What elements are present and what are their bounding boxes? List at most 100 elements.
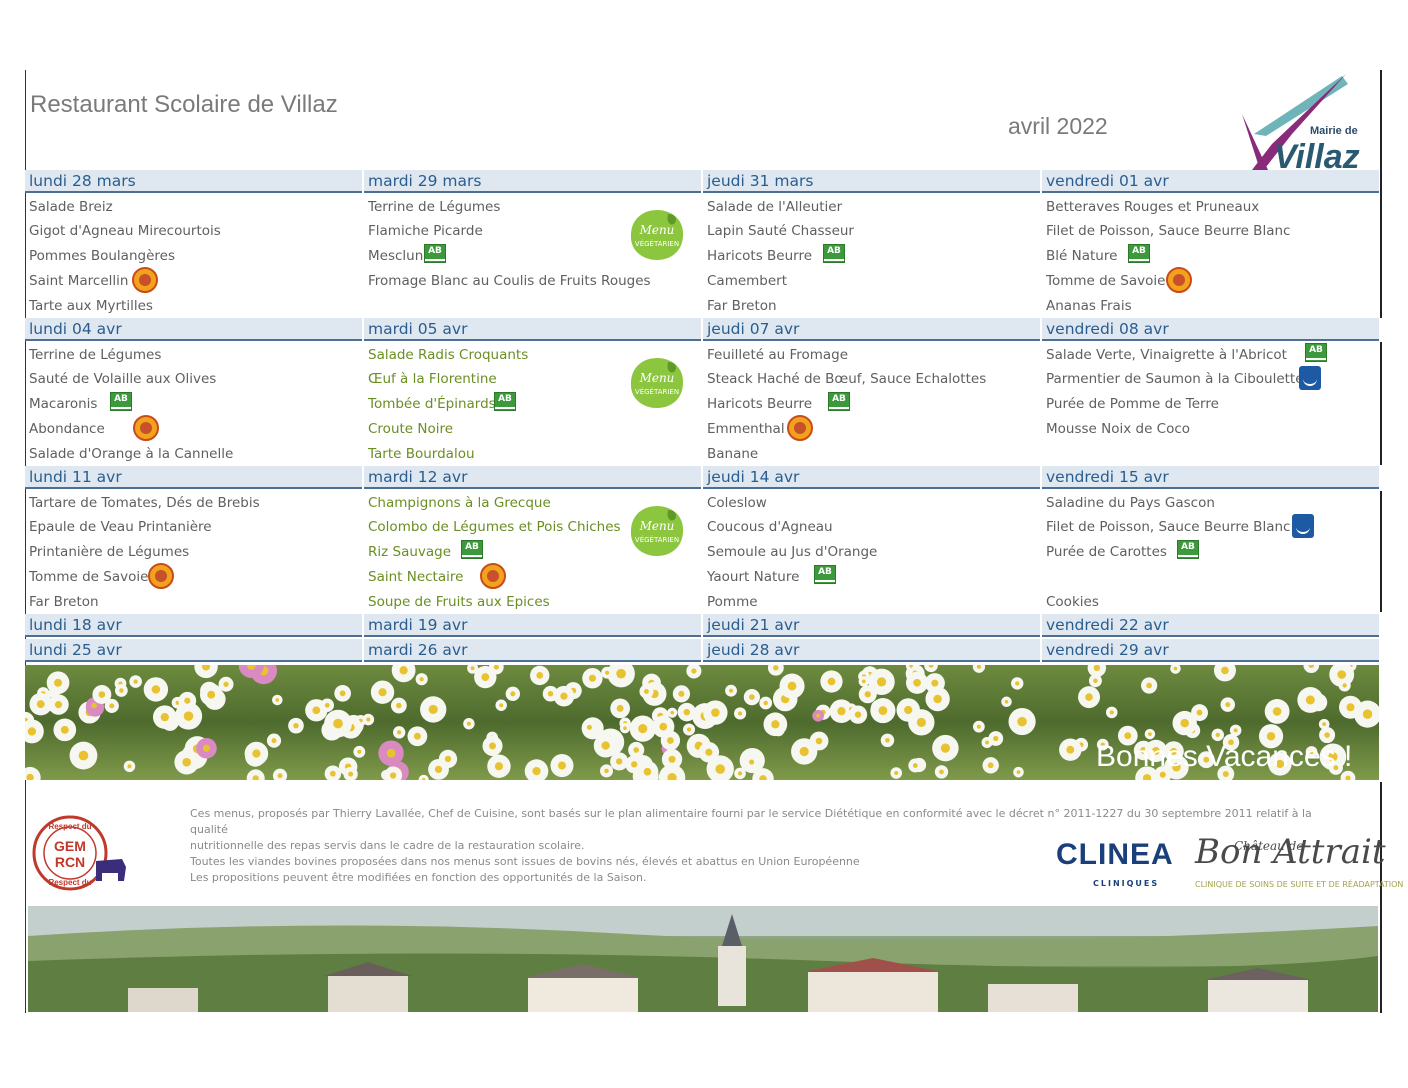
svg-text:Villaz: Villaz bbox=[1274, 138, 1360, 176]
aop-label-icon bbox=[148, 563, 174, 589]
month-label: avril 2022 bbox=[1008, 113, 1108, 139]
msc-fish-icon bbox=[1299, 366, 1321, 390]
svg-text:VÉGÉTARIEN: VÉGÉTARIEN bbox=[635, 535, 679, 544]
day-header: mardi 19 avr bbox=[364, 614, 701, 637]
day-header: vendredi 29 avr bbox=[1042, 639, 1379, 662]
svg-text:Respect du: Respect du bbox=[48, 822, 91, 831]
day-header: lundi 28 mars bbox=[25, 170, 362, 193]
menu-item: Far Breton bbox=[707, 298, 777, 314]
footer-line: Ces menus, proposés par Thierry Lavallée… bbox=[190, 807, 1312, 836]
menu-item: Ananas Frais bbox=[1046, 298, 1132, 314]
day-header: mardi 26 avr bbox=[364, 639, 701, 662]
menu-item: Riz Sauvage bbox=[368, 544, 452, 560]
ab-organic-icon: AB bbox=[1128, 244, 1150, 263]
menu-item: Abondance bbox=[29, 421, 105, 437]
aop-label-icon bbox=[133, 415, 159, 441]
gem-rcn-logo: Respect du GEM RCN Respect du bbox=[32, 815, 126, 891]
flowers-photo bbox=[25, 665, 1379, 780]
day-header: jeudi 07 avr bbox=[703, 318, 1040, 341]
menu-item: Semoule au Jus d'Orange bbox=[707, 544, 878, 560]
day-header: vendredi 08 avr bbox=[1042, 318, 1379, 341]
menu-item: Coleslow bbox=[707, 495, 767, 511]
chateau-small-label: Château de bbox=[1234, 839, 1304, 853]
menu-item: Salade Radis Croquants bbox=[368, 347, 529, 363]
menu-item: Croute Noire bbox=[368, 421, 454, 437]
menu-item: Haricots Beurre bbox=[707, 248, 813, 264]
menu-item: Yaourt Nature bbox=[707, 569, 800, 585]
menu-item: Filet de Poisson, Sauce Beurre Blanc bbox=[1046, 519, 1291, 535]
day-header: lundi 18 avr bbox=[25, 614, 362, 637]
menu-item: Salade Breiz bbox=[29, 199, 113, 215]
aop-label-icon bbox=[787, 415, 813, 441]
menu-item: Steack Haché de Bœuf, Sauce Echalottes bbox=[707, 371, 987, 387]
page-title: Restaurant Scolaire de Villaz bbox=[30, 91, 338, 118]
menu-item: Epaule de Veau Printanière bbox=[29, 519, 212, 535]
day-header: lundi 04 avr bbox=[25, 318, 362, 341]
menu-item: Purée de Pomme de Terre bbox=[1046, 396, 1219, 412]
clinea-subtitle: CLINIQUES bbox=[1093, 879, 1160, 888]
day-header: mardi 05 avr bbox=[364, 318, 701, 341]
day-header: lundi 11 avr bbox=[25, 466, 362, 489]
menu-item: Mousse Noix de Coco bbox=[1046, 421, 1191, 437]
chateau-logo: Bon Attrait bbox=[1195, 832, 1386, 872]
menu-item: Champignons à la Grecque bbox=[368, 495, 551, 511]
aop-label-icon bbox=[480, 563, 506, 589]
ab-organic-icon: AB bbox=[828, 392, 850, 411]
menu-item: Emmenthal bbox=[707, 421, 785, 437]
svg-text:RCN: RCN bbox=[55, 854, 85, 870]
svg-text:VÉGÉTARIEN: VÉGÉTARIEN bbox=[635, 239, 679, 248]
day-header: vendredi 01 avr bbox=[1042, 170, 1379, 193]
ab-organic-icon: AB bbox=[1177, 540, 1199, 559]
menu-item: Far Breton bbox=[29, 594, 99, 610]
menu-item: Coucous d'Agneau bbox=[707, 519, 833, 535]
svg-text:GEM: GEM bbox=[54, 838, 86, 854]
menu-item: Saint Nectaire bbox=[368, 569, 464, 585]
ab-organic-icon: AB bbox=[814, 565, 836, 584]
menu-item: Terrine de Légumes bbox=[29, 347, 162, 363]
day-header: jeudi 21 avr bbox=[703, 614, 1040, 637]
flowers-illustration bbox=[25, 665, 1379, 780]
ab-organic-icon: AB bbox=[461, 540, 483, 559]
ab-organic-icon: AB bbox=[1305, 343, 1327, 362]
menu-item: Tartare de Tomates, Dés de Brebis bbox=[29, 495, 260, 511]
menu-item: Salade de l'Alleutier bbox=[707, 199, 843, 215]
menu-item: Sauté de Volaille aux Olives bbox=[29, 371, 217, 387]
menu-item: Tarte Bourdalou bbox=[368, 446, 475, 462]
menu-item: Soupe de Fruits aux Epices bbox=[368, 594, 550, 610]
day-header: vendredi 15 avr bbox=[1042, 466, 1379, 489]
frame-right-border bbox=[1380, 70, 1382, 1013]
menu-item: Tombée d'Épinards bbox=[368, 396, 496, 412]
menu-item: Betteraves Rouges et Pruneaux bbox=[1046, 199, 1260, 215]
villaz-logo: Mairie de Villaz bbox=[1242, 74, 1360, 176]
ab-organic-icon: AB bbox=[110, 392, 132, 411]
menu-item: Camembert bbox=[707, 273, 788, 289]
clinea-logo: CLINEA bbox=[1056, 838, 1174, 871]
menu-item: Parmentier de Saumon à la Ciboulette bbox=[1046, 371, 1304, 387]
menu-item: Salade d'Orange à la Cannelle bbox=[29, 446, 234, 462]
day-header: mardi 29 mars bbox=[364, 170, 701, 193]
village-photo bbox=[28, 906, 1378, 1012]
svg-text:Respect du: Respect du bbox=[48, 878, 91, 887]
svg-text:Menu: Menu bbox=[639, 223, 675, 237]
svg-text:Menu: Menu bbox=[639, 519, 675, 533]
svg-text:Mairie de: Mairie de bbox=[1310, 125, 1358, 137]
frame-left-border bbox=[25, 70, 26, 1013]
menu-item: Pomme bbox=[707, 594, 758, 610]
menu-item: Fromage Blanc au Coulis de Fruits Rouges bbox=[368, 273, 651, 289]
village-illustration bbox=[28, 906, 1378, 1012]
menu-vegetarien-icon: Menu VÉGÉTARIEN bbox=[630, 358, 684, 408]
footer-line: Toutes les viandes bovines proposées dan… bbox=[190, 855, 860, 868]
menu-item: Banane bbox=[707, 446, 759, 462]
menu-item: Terrine de Légumes bbox=[368, 199, 501, 215]
menu-item: Macaronis bbox=[29, 396, 98, 412]
menu-item: Feuilleté au Fromage bbox=[707, 347, 849, 363]
menu-item: Colombo de Légumes et Pois Chiches bbox=[368, 519, 621, 535]
footer-line: Les propositions peuvent être modifiées … bbox=[190, 871, 647, 884]
menu-item: Tarte aux Myrtilles bbox=[29, 298, 153, 314]
ab-organic-icon: AB bbox=[823, 244, 845, 263]
aop-label-icon bbox=[132, 267, 158, 293]
msc-fish-icon bbox=[1292, 514, 1314, 538]
menu-item: Saladine du Pays Gascon bbox=[1046, 495, 1215, 511]
menu-item: Filet de Poisson, Sauce Beurre Blanc bbox=[1046, 223, 1291, 239]
ab-organic-icon: AB bbox=[424, 244, 446, 263]
